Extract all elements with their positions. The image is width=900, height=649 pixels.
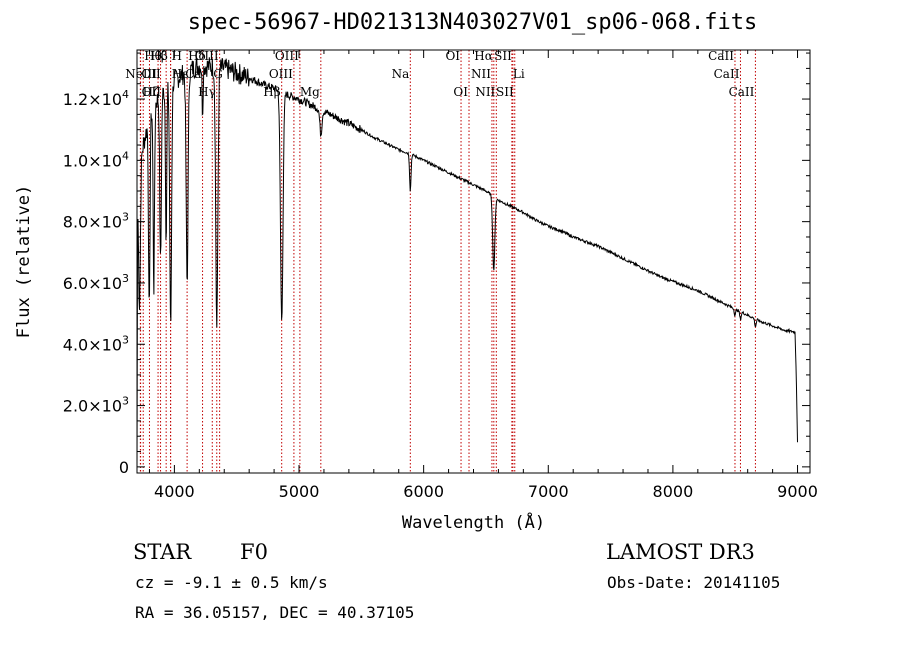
obs-date: Obs-Date: 20141105 [607,573,781,592]
y-tick-label: 1.2×104 [63,88,129,109]
line-marker-label: OI [453,85,468,99]
x-tick-label: 7000 [528,482,569,501]
line-marker-label: OII [142,85,162,99]
x-axis-label: Wavelength (Å) [402,511,545,533]
line-marker-label: Hα [474,49,493,63]
y-tick-label: 2.0×103 [63,395,129,416]
line-marker-label: Hβ [263,85,280,99]
line-marker-label: OI [445,49,460,63]
line-marker-label: Hζ [143,85,160,99]
line-marker-label: OIII [195,49,219,63]
line-marker-label: Hθ [144,49,162,63]
line-marker-label: K [156,49,166,63]
line-marker-label: CaII [729,85,755,99]
y-tick-label: 0 [119,458,129,477]
x-tick-label: 4000 [154,482,195,501]
line-marker-label: NII [471,67,491,81]
x-tick-label: 6000 [403,482,444,501]
plot-frame [136,49,811,474]
line-marker-label: OIII [269,67,293,81]
chart-title: spec-56967-HD021313N403027V01_sp06-068.f… [187,10,758,35]
line-marker-label: CaII [708,49,734,63]
object-type: STAR [133,540,192,564]
y-tick-label: 4.0×103 [63,333,129,354]
spectral-class: F0 [240,540,268,564]
y-tick-label: 1.0×104 [63,149,129,170]
x-tick-label: 5000 [279,482,320,501]
line-marker-label: H [172,49,182,63]
line-marker-label: OII [141,67,161,81]
spectrum-line [136,57,798,470]
line-marker-label: Hβ [150,49,167,63]
y-tick-label: 6.0×103 [63,272,129,293]
line-marker-label: OIII [275,49,299,63]
coordinates-text: RA = 36.05157, DEC = 40.37105 [135,603,415,622]
line-marker-label: NeIII [125,67,157,81]
line-marker-label: Li [513,67,525,81]
line-marker-label: NII [475,85,495,99]
axis-ticks: 4000 5000 6000 7000 8000 9000 0 2.0×103 4.0×103 6… [63,50,818,501]
line-marker-label: Mg [300,85,320,99]
x-tick-label: 8000 [653,482,694,501]
line-marker-label: Ca [185,67,201,81]
line-marker-label: G [213,67,223,81]
y-tick-label: 8.0×103 [63,211,129,232]
line-marker-label: Hε [172,67,189,81]
y-axis-label: Flux (relative) [14,185,34,339]
line-marker-label: CaII [714,67,740,81]
line-marker-label: Hδ [188,49,206,63]
line-marker-group [139,50,756,473]
line-marker-label: Na [392,67,410,81]
line-marker-label: SII [496,85,514,99]
line-marker-label: SII [494,49,512,63]
line-marker-label: Hγ [198,85,216,99]
redshift-text: cz = -9.1 ± 0.5 km/s [135,573,328,592]
x-tick-label: 9000 [777,482,818,501]
survey-name: LAMOST DR3 [606,540,755,564]
